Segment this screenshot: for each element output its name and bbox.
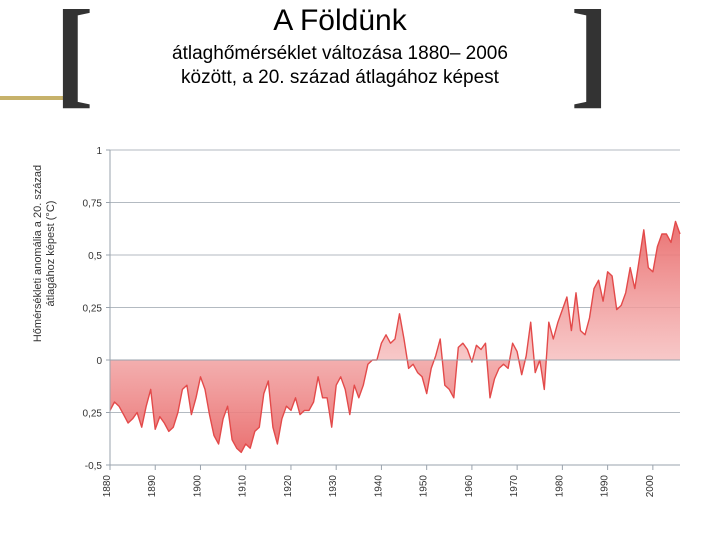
svg-text:1940: 1940 xyxy=(373,475,384,498)
svg-text:1950: 1950 xyxy=(419,475,430,498)
svg-text:1930: 1930 xyxy=(328,475,339,498)
svg-text:1900: 1900 xyxy=(192,475,203,498)
svg-text:1980: 1980 xyxy=(554,475,565,498)
title-bracket-left: [ xyxy=(54,0,94,112)
page-title: A Földünk xyxy=(120,4,560,38)
page-subtitle: átlaghőmérséklet változása 1880– 2006 kö… xyxy=(120,42,560,90)
svg-text:1920: 1920 xyxy=(283,475,294,498)
svg-text:0,5: 0,5 xyxy=(88,251,102,262)
svg-text:0,25: 0,25 xyxy=(83,409,103,420)
temperature-anomaly-chart: -0,5 0,25 0 0,25 0,5 0,75 1 1880 1890 1900 1910 192… xyxy=(60,144,684,520)
svg-text:1970: 1970 xyxy=(509,475,520,498)
y-axis-label-line-1: Hőmérsékleti anomália a 20. század xyxy=(32,165,44,342)
svg-text:1910: 1910 xyxy=(238,475,249,498)
svg-text:1880: 1880 xyxy=(102,475,113,498)
y-axis-label-line-2: átlagához képest (°C) xyxy=(45,201,57,307)
svg-text:0,25: 0,25 xyxy=(83,304,103,315)
svg-text:1990: 1990 xyxy=(600,475,611,498)
subtitle-line-1: átlaghőmérséklet változása 1880– 2006 xyxy=(172,43,508,64)
svg-text:1890: 1890 xyxy=(147,475,158,498)
svg-text:2000: 2000 xyxy=(645,475,656,498)
svg-text:0,75: 0,75 xyxy=(83,199,103,210)
chart-svg: -0,5 0,25 0 0,25 0,5 0,75 1 1880 1890 1900 1910 192… xyxy=(60,144,684,520)
svg-text:1960: 1960 xyxy=(464,475,475,498)
y-axis-label: Hőmérsékleti anomália a 20. század átlag… xyxy=(32,96,58,411)
svg-text:-0,5: -0,5 xyxy=(85,461,103,472)
svg-text:1: 1 xyxy=(96,146,102,157)
title-bracket-right: ] xyxy=(570,0,610,112)
svg-text:0: 0 xyxy=(96,356,102,367)
slide-root: [ ] A Földünk átlaghőmérséklet változása… xyxy=(0,0,720,540)
subtitle-line-2: között, a 20. század átlagához képest xyxy=(181,67,499,88)
